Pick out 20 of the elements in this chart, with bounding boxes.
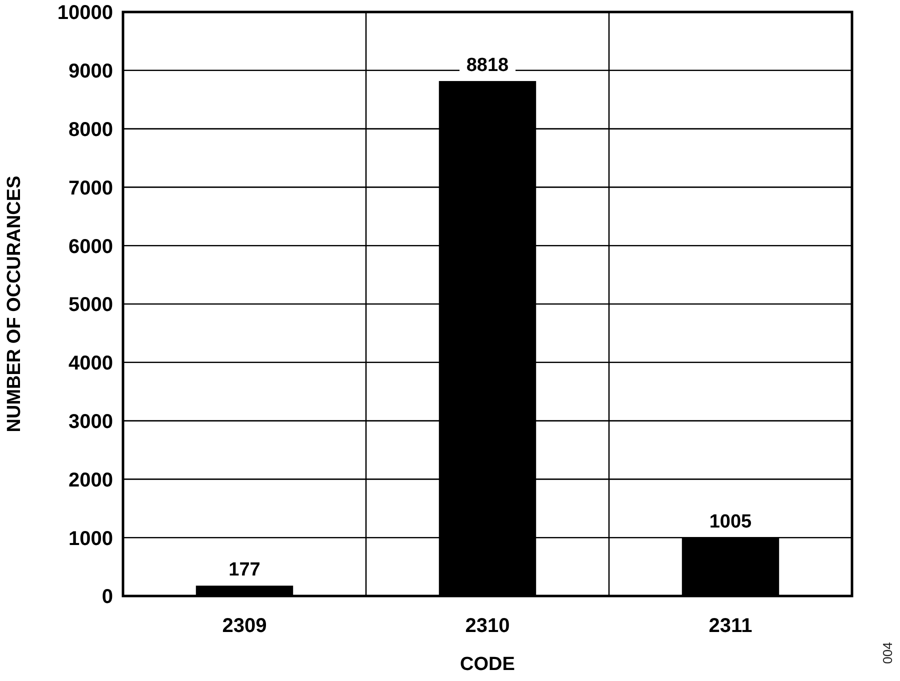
y-tick-label: 5000: [68, 294, 113, 316]
y-tick-label: 10000: [57, 2, 113, 24]
x-tick-label: 2311: [708, 615, 752, 637]
text: 004: [880, 642, 895, 664]
x-tick-label: 2310: [465, 615, 510, 637]
data-label: 8818: [466, 55, 509, 76]
y-tick-label: 6000: [68, 236, 113, 258]
y-tick-label: 4000: [68, 352, 113, 375]
x-axis-title: CODE: [460, 654, 515, 675]
y-tick-label: 2000: [68, 469, 113, 492]
y-tick-label: 8000: [68, 119, 113, 141]
y-tick-label: 1000: [68, 528, 113, 550]
y-tick-label: 0: [102, 586, 113, 608]
y-tick-label: 7000: [68, 177, 113, 200]
x-tick-label: 2309: [222, 615, 267, 637]
data-label: 177: [228, 560, 260, 581]
y-tick-label: 3000: [68, 411, 113, 433]
data-label: 1005: [709, 511, 752, 532]
y-tick-label: 9000: [68, 60, 113, 83]
y-axis-title: NUMBER OF OCCURANCES: [4, 176, 25, 432]
